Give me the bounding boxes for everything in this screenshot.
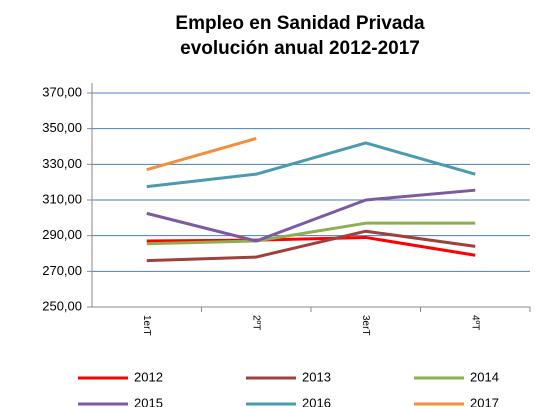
x-tick-label: 2ºT: [251, 315, 262, 330]
series-line: [146, 229, 476, 263]
y-tick-label: 350,00: [42, 120, 82, 135]
y-tick-label: 370,00: [42, 84, 82, 99]
series-line: [146, 137, 257, 172]
legend-label: 2016: [302, 395, 331, 407]
y-tick-label: 290,00: [42, 227, 82, 242]
y-tick-label: 250,00: [42, 298, 82, 313]
legend-label: 2015: [134, 395, 163, 407]
legend-label: 2014: [470, 369, 499, 384]
series-line: [146, 235, 476, 257]
y-tick-label: 310,00: [42, 191, 82, 206]
x-tick-label: 4ºT: [470, 315, 481, 330]
legend-label: 2012: [134, 369, 163, 384]
x-tick-label: 1erT: [141, 315, 152, 336]
y-tick-label: 270,00: [42, 263, 82, 278]
chart-title: Empleo en Sanidad Privada: [175, 13, 425, 34]
legend-label: 2013: [302, 369, 331, 384]
series-line: [146, 188, 476, 243]
series-line: [146, 221, 476, 246]
chart-subtitle: evolución anual 2012-2017: [180, 38, 420, 59]
legend-label: 2017: [470, 395, 499, 407]
y-tick-label: 330,00: [42, 156, 82, 171]
series-line: [146, 141, 476, 189]
x-tick-label: 3erT: [360, 315, 371, 336]
